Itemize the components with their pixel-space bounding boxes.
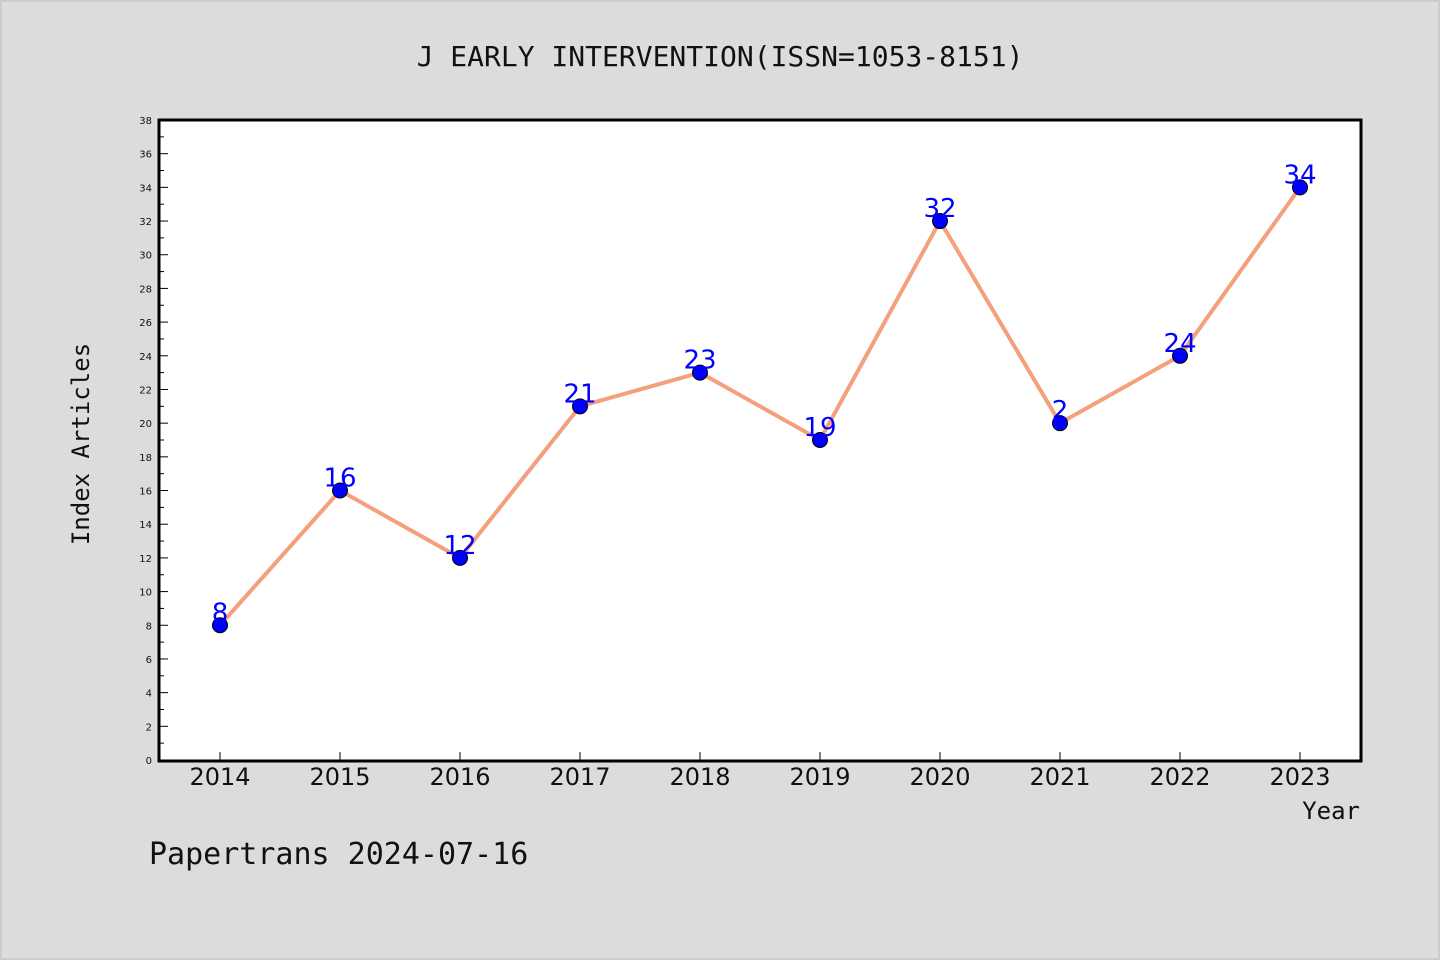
data-labels-group: 8 16 12 21 23 19 32 2 24 34 <box>212 160 1317 628</box>
x-tick-label: 2019 <box>789 763 850 791</box>
data-label: 34 <box>1283 160 1316 190</box>
y-tick-label: 30 <box>139 251 152 262</box>
y-tick-label: 8 <box>146 621 152 632</box>
x-tick-label: 2017 <box>549 763 610 791</box>
y-tick-label: 10 <box>139 588 152 599</box>
data-label: 12 <box>443 531 476 561</box>
data-point <box>932 213 948 230</box>
y-axis-label: Index Articles <box>67 343 95 545</box>
y-tick-label: 28 <box>139 284 152 295</box>
data-label: 19 <box>803 413 836 443</box>
y-tick-label: 20 <box>139 419 152 430</box>
data-label: 24 <box>1163 329 1196 359</box>
footer-credit: Papertrans 2024-07-16 <box>149 837 528 872</box>
y-tick-label: 16 <box>139 487 152 498</box>
y-tick-label: 32 <box>139 217 152 228</box>
data-point <box>812 432 828 448</box>
data-point <box>452 549 468 566</box>
y-tick-label: 18 <box>139 453 152 464</box>
data-point <box>1292 179 1308 196</box>
y-tick-label: 36 <box>139 150 152 161</box>
x-tick-label: 2016 <box>429 763 490 791</box>
plot-area <box>159 120 1361 761</box>
x-tick-label: 2018 <box>669 763 730 791</box>
data-label: 16 <box>323 464 356 494</box>
data-label: 21 <box>563 379 596 409</box>
series-line <box>218 185 1302 628</box>
y-tick-label: 6 <box>146 655 152 666</box>
data-point <box>212 617 228 634</box>
chart-title: J EARLY INTERVENTION(ISSN=1053-8151) <box>417 40 1024 73</box>
x-axis-label: Year <box>1302 797 1360 825</box>
data-label: 2 <box>1052 396 1069 426</box>
y-tick-label: 4 <box>146 689 152 700</box>
x-tick-label: 2020 <box>909 763 970 791</box>
series-line-group <box>218 185 1302 628</box>
y-tick-label: 34 <box>139 183 152 194</box>
data-label: 32 <box>923 194 956 224</box>
x-axis: 2014 2015 2016 2017 2018 2019 2020 2021 2022 2023 <box>189 752 1331 791</box>
y-tick-label: 2 <box>146 722 152 733</box>
y-tick-label: 12 <box>139 554 152 565</box>
x-tick-label: 2014 <box>189 763 250 791</box>
x-tick-label: 2021 <box>1029 763 1090 791</box>
data-point <box>572 398 588 415</box>
y-tick-label: 0 <box>146 756 152 767</box>
data-label: 8 <box>212 598 229 628</box>
data-point <box>332 482 348 499</box>
plot-frame <box>157 118 1363 763</box>
y-tick-label: 38 <box>139 116 152 127</box>
x-tick-label: 2023 <box>1269 763 1330 791</box>
y-tick-label: 22 <box>139 385 152 396</box>
y-tick-label: 26 <box>139 318 152 329</box>
y-tick-label: 14 <box>139 520 152 531</box>
data-point <box>1172 347 1188 364</box>
series-points-group <box>212 179 1308 634</box>
data-point <box>1052 415 1068 432</box>
data-label: 23 <box>683 346 716 376</box>
x-tick-label: 2015 <box>309 763 370 791</box>
data-point <box>692 364 708 381</box>
x-tick-label: 2022 <box>1149 763 1210 791</box>
y-tick-label: 24 <box>139 352 152 363</box>
